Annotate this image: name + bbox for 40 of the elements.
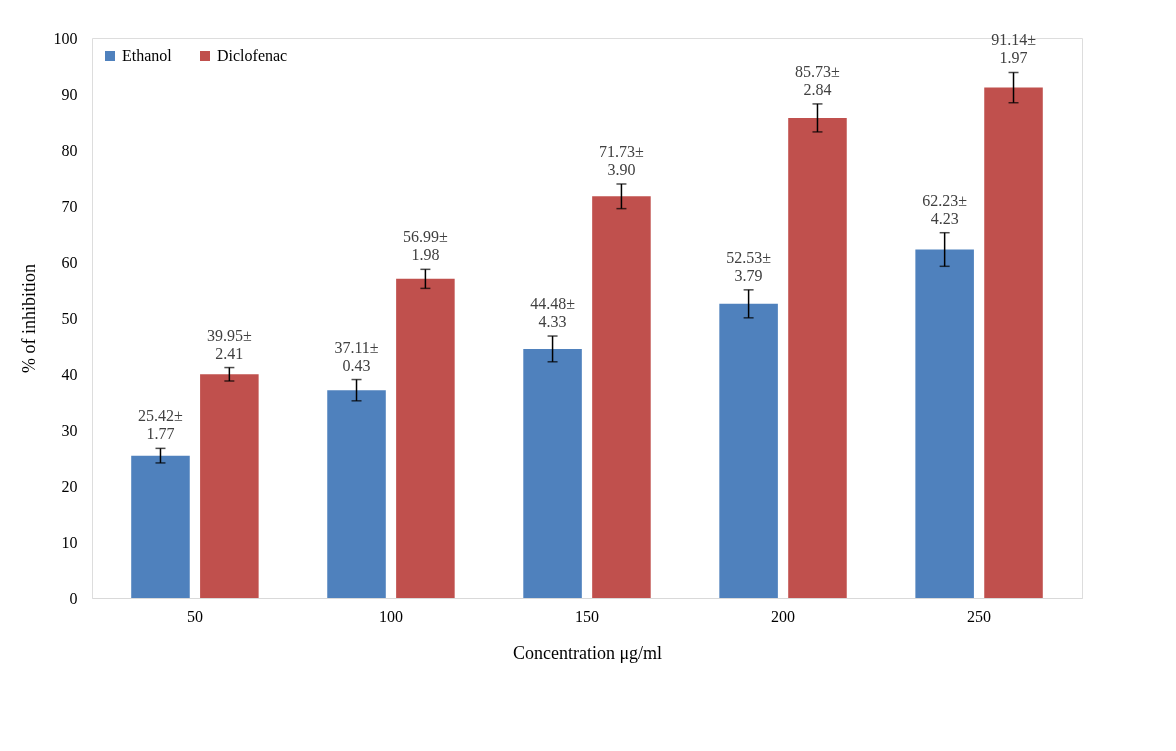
bar [788, 117, 847, 598]
y-tick-label: 50 [61, 309, 78, 327]
x-tick-label: 50 [186, 607, 203, 625]
x-axis-title: Concentration μg/ml [512, 642, 663, 663]
data-label: 71.73± 3.90 [599, 142, 645, 178]
bar [984, 87, 1043, 598]
legend-label: Ethanol [122, 47, 173, 64]
bar [131, 455, 190, 598]
data-label: 37.11± 0.43 [334, 338, 379, 374]
x-tick-label: 250 [967, 607, 992, 625]
x-tick-label: 200 [771, 607, 796, 625]
y-tick-label: 30 [61, 421, 78, 439]
y-tick-label: 60 [61, 253, 78, 271]
bar [396, 278, 455, 598]
data-label: 85.73± 2.84 [795, 62, 841, 98]
legend-label: Diclofenac [217, 47, 288, 64]
data-label: 39.95± 2.41 [206, 326, 252, 362]
data-label: 52.53± 3.79 [726, 248, 772, 284]
data-label: 91.14± 1.97 [991, 31, 1037, 67]
bar [200, 374, 259, 598]
y-tick-label: 40 [61, 365, 78, 383]
bar [327, 390, 386, 598]
y-tick-label: 10 [61, 533, 78, 551]
data-label: 44.48± 4.33 [530, 295, 576, 331]
bar [915, 249, 974, 598]
data-label: 25.42± 1.77 [138, 407, 184, 443]
y-axis-title: % of inhibition [18, 264, 39, 373]
y-tick-label: 80 [61, 141, 78, 159]
y-tick-label: 20 [61, 477, 78, 495]
data-label: 62.23± 4.23 [922, 191, 968, 227]
data-label: 56.99± 1.98 [403, 228, 449, 264]
y-tick-label: 70 [61, 197, 78, 215]
y-tick-label: 0 [69, 589, 78, 607]
x-tick-label: 150 [575, 607, 599, 625]
y-tick-label: 100 [53, 29, 78, 47]
bar [719, 303, 778, 598]
bar [592, 196, 651, 598]
x-tick-label: 100 [378, 607, 403, 625]
y-tick-label: 90 [61, 85, 78, 103]
bar [523, 348, 582, 598]
